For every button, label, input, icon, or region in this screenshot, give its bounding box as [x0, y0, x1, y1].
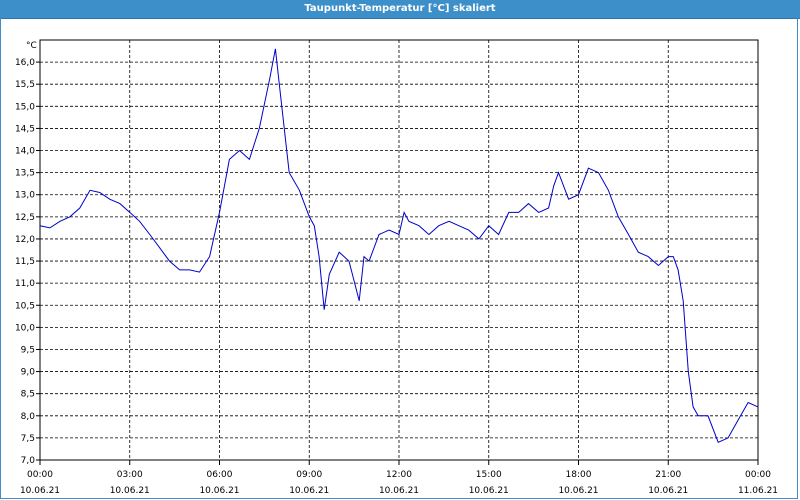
- x-tick-time: 03:00: [117, 470, 143, 480]
- y-tick-label: 9,5: [21, 345, 35, 355]
- x-tick-time: 06:00: [207, 470, 233, 480]
- y-tick-label: 15,5: [15, 80, 35, 90]
- y-tick-label: 11,5: [15, 257, 35, 267]
- x-tick-date: 10.06.21: [558, 486, 598, 496]
- x-tick-date: 10.06.21: [469, 486, 509, 496]
- y-tick-label: 8,5: [21, 390, 35, 400]
- chart-frame: [0, 18, 798, 499]
- y-tick-label: 13,5: [15, 169, 35, 179]
- y-unit-label: °C: [26, 41, 37, 51]
- y-tick-label: 7,5: [21, 434, 35, 444]
- y-tick-label: 12,0: [15, 235, 35, 245]
- y-tick-label: 7,0: [21, 456, 36, 466]
- chart-title: Taupunkt-Temperatur [°C] skaliert: [0, 0, 800, 19]
- y-tick-label: 10,5: [15, 301, 35, 311]
- x-tick-date: 10.06.21: [199, 486, 239, 496]
- x-tick-time: 00:00: [745, 470, 771, 480]
- y-tick-label: 14,0: [15, 147, 35, 157]
- x-tick-time: 09:00: [296, 470, 322, 480]
- x-tick-time: 21:00: [655, 470, 681, 480]
- y-tick-label: 12,5: [15, 213, 35, 223]
- x-tick-time: 00:00: [27, 470, 53, 480]
- y-axis-ticks: 7,0 7,5 8,0 8,5 9,0 9,5 10,0 10,5 11,0 11,5 12,0 12…: [15, 58, 40, 466]
- y-tick-label: 13,0: [15, 191, 35, 201]
- y-tick-label: 14,5: [15, 124, 35, 134]
- y-tick-label: 10,0: [15, 323, 35, 333]
- y-tick-label: 15,0: [15, 102, 35, 112]
- series-line: [39, 48, 759, 443]
- y-tick-label: 16,0: [15, 58, 35, 68]
- grid: [39, 39, 759, 461]
- y-tick-label: 9,0: [21, 368, 36, 378]
- y-tick-label: 11,0: [15, 279, 35, 289]
- x-axis-ticks: 00:00 10.06.21 03:00 10.06.21 06:00 10.06.21 0…: [20, 460, 778, 496]
- x-tick-time: 18:00: [566, 470, 592, 480]
- x-tick-date: 10.06.21: [289, 486, 329, 496]
- x-tick-date: 10.06.21: [20, 486, 60, 496]
- x-tick-date: 10.06.21: [648, 486, 688, 496]
- y-tick-label: 8,0: [21, 412, 36, 422]
- x-tick-date: 10.06.21: [379, 486, 419, 496]
- x-tick-date: 11.06.21: [738, 486, 778, 496]
- x-tick-time: 12:00: [386, 470, 412, 480]
- x-tick-time: 15:00: [476, 470, 502, 480]
- x-tick-date: 10.06.21: [110, 486, 150, 496]
